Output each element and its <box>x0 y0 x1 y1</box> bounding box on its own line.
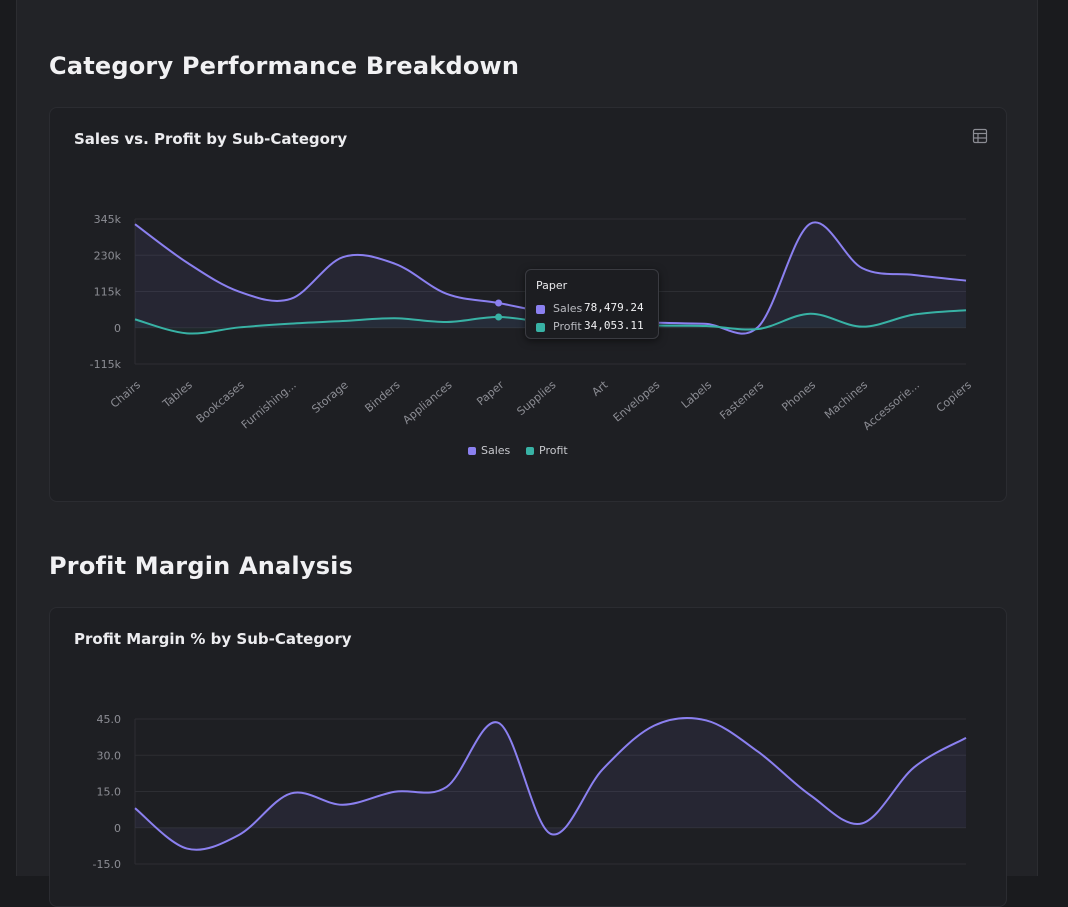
tooltip-row-sales: Sales 78,479.24 <box>536 302 656 316</box>
x-tick-label: Supplies <box>514 378 558 418</box>
data-point <box>495 300 502 307</box>
margin-card: Profit Margin % by Sub-Category 45.0 30.0… <box>49 607 1007 907</box>
legend-item-sales[interactable]: Sales <box>468 443 520 459</box>
x-tick-label: Fasteners <box>717 378 766 422</box>
y-tick-label: 45.0 <box>97 713 122 726</box>
x-tick-label: Art <box>589 378 610 399</box>
tooltip-swatch-sales <box>536 305 545 314</box>
tooltip-row-profit: Profit 34,053.11 <box>536 320 656 334</box>
y-tick-label: 15.0 <box>97 786 122 799</box>
x-tick-label: Accessorie... <box>861 378 922 432</box>
x-tick-label: Machines <box>822 378 870 421</box>
margin-chart: 45.0 30.0 15.0 0 -15.0 <box>50 608 1006 906</box>
x-tick-label: Bookcases <box>194 378 247 426</box>
legend-swatch-sales <box>468 447 476 455</box>
data-point <box>495 314 502 321</box>
y-tick-label: 30.0 <box>97 749 122 762</box>
tooltip-value-profit: 34,053.11 <box>584 319 644 332</box>
chart-tooltip: Paper Sales 78,479.24 Profit 34,053.11 <box>525 269 659 339</box>
y-tick-label: 345k <box>94 213 122 226</box>
x-tick-label: Labels <box>679 378 715 411</box>
legend-item-profit[interactable]: Profit <box>526 443 578 459</box>
x-tick-label: Phones <box>779 378 818 414</box>
x-tick-label: Storage <box>309 378 351 416</box>
y-tick-label: 115k <box>94 286 122 299</box>
legend-label-sales: Sales <box>481 444 510 457</box>
legend-swatch-profit <box>526 447 534 455</box>
chart-legend: Sales Profit <box>50 443 1006 459</box>
tooltip-label-profit: Profit <box>553 320 582 333</box>
tooltip-value-sales: 78,479.24 <box>584 301 644 314</box>
y-tick-label: -115k <box>90 358 122 371</box>
y-tick-label: 230k <box>94 249 122 262</box>
y-tick-label: 0 <box>114 822 121 835</box>
tooltip-title: Paper <box>536 279 567 292</box>
x-tick-label: Paper <box>474 378 507 408</box>
x-tick-label: Furnishing... <box>239 378 299 431</box>
x-tick-label: Binders <box>362 378 402 415</box>
section-title-performance: Category Performance Breakdown <box>49 52 519 80</box>
x-tick-label: Appliances <box>400 378 454 427</box>
x-tick-label: Chairs <box>108 378 143 410</box>
x-tick-label: Tables <box>160 378 196 411</box>
tooltip-swatch-profit <box>536 323 545 332</box>
section-title-margin: Profit Margin Analysis <box>49 552 353 580</box>
x-tick-label: Copiers <box>934 378 974 415</box>
y-tick-label: 0 <box>114 322 121 335</box>
tooltip-label-sales: Sales <box>553 302 582 315</box>
y-tick-label: -15.0 <box>93 858 121 871</box>
x-tick-label: Envelopes <box>611 378 663 424</box>
legend-label-profit: Profit <box>539 444 568 457</box>
series-area-profit-margin- <box>135 718 966 850</box>
page: Category Performance Breakdown Sales vs.… <box>16 0 1038 876</box>
